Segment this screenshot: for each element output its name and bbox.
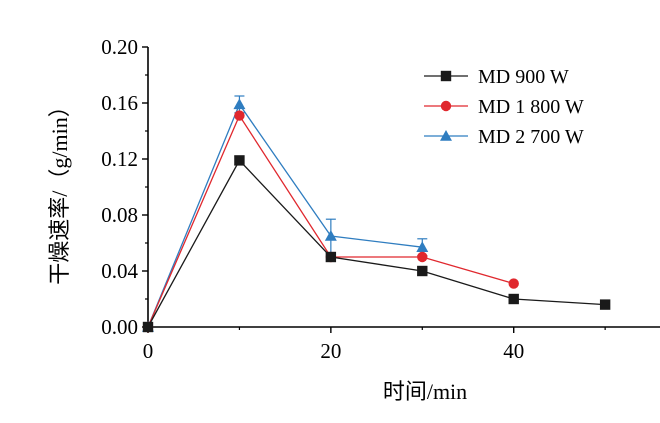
triangle-marker bbox=[416, 241, 429, 252]
triangle-marker bbox=[324, 230, 337, 241]
y-tick-label: 0.00 bbox=[101, 315, 138, 339]
x-tick-label: 20 bbox=[320, 339, 341, 363]
x-axis-title: 时间/min bbox=[383, 379, 467, 404]
y-tick-label: 0.04 bbox=[101, 259, 138, 283]
square-marker bbox=[417, 265, 428, 277]
circle-marker bbox=[234, 110, 245, 121]
y-tick-label: 0.08 bbox=[101, 203, 138, 227]
legend: MD 900 W MD 1 800 W MD 2 700 W bbox=[424, 66, 584, 148]
series-square bbox=[142, 155, 611, 333]
circle-marker bbox=[508, 278, 519, 289]
triangle-marker bbox=[233, 98, 246, 110]
legend-label: MD 900 W bbox=[478, 66, 569, 88]
y-tick-label: 0.12 bbox=[101, 147, 138, 171]
y-tick-label: 0.20 bbox=[101, 35, 138, 59]
square-marker bbox=[325, 251, 337, 263]
series-line bbox=[147, 103, 423, 328]
square-marker bbox=[234, 155, 245, 166]
square-marker bbox=[440, 70, 452, 82]
square-marker bbox=[599, 299, 611, 310]
legend-label: MD 1 800 W bbox=[478, 96, 584, 118]
y-axis-title: 干燥速率/（g/min） bbox=[47, 95, 72, 284]
circle-marker bbox=[417, 251, 428, 263]
square-marker bbox=[142, 321, 154, 333]
series-triangle bbox=[142, 95, 429, 332]
square-marker bbox=[508, 293, 519, 305]
axes: 0.00 0.04 0.08 0.12 0.16 0.20 0 20 40 bbox=[101, 35, 660, 363]
triangle-marker bbox=[440, 130, 452, 141]
x-tick-label: 0 bbox=[143, 339, 154, 363]
legend-label: MD 2 700 W bbox=[478, 126, 584, 148]
x-tick-label: 40 bbox=[503, 339, 524, 363]
y-tick-label: 0.16 bbox=[101, 91, 138, 115]
series-layer bbox=[142, 95, 611, 333]
circle-marker bbox=[440, 100, 452, 112]
series-line bbox=[147, 159, 606, 328]
